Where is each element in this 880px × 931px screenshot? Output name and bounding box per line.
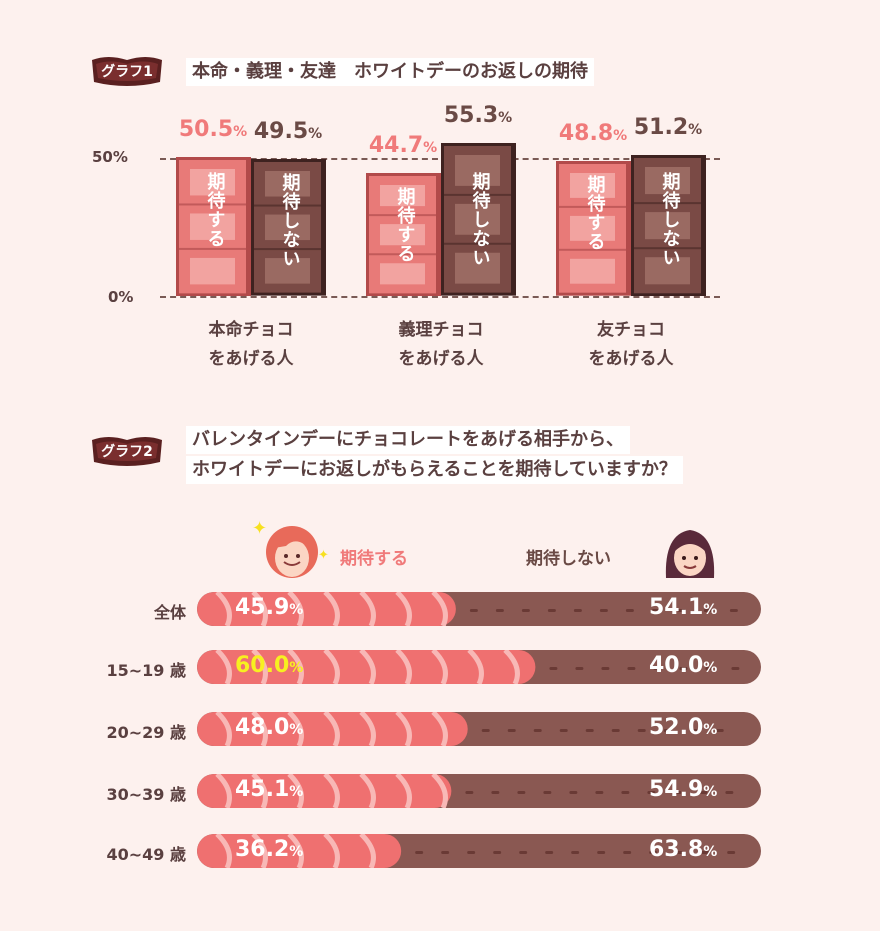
value-expect-row-0: 45.9% [235, 595, 304, 620]
value-expect-1-unit: % [423, 139, 438, 156]
bar-label-expect-0: 期待する [204, 172, 226, 248]
row-label-2: 20~29 歳 [106, 723, 186, 742]
value-expect-1: 44.7% [368, 132, 438, 158]
graph2-badge: グラフ2 [88, 432, 166, 466]
value-expect-0-unit: % [233, 123, 248, 140]
sparkle-icon: ✦ [318, 548, 329, 563]
category-label-1: 義理チョコ をあげる人 [398, 320, 484, 369]
value-expect-row-1: 60.0% [235, 653, 304, 678]
value-expect-row-2-unit: % [289, 722, 304, 738]
value-not-expect-row-2-unit: % [703, 722, 718, 738]
value-not-expect-row-3: 54.9% [649, 777, 718, 802]
value-expect-row-2: 48.0% [235, 715, 304, 740]
bar-not-expect-0 [251, 159, 326, 296]
value-not-expect-0: 49.5% [253, 119, 323, 145]
graph2-title-line2: ホワイトデーにお返しがもらえることを期待していますか？ [186, 456, 683, 484]
gridline-0 [160, 296, 720, 298]
row-bar-graphic-1 [197, 650, 740, 684]
value-expect-2-unit: % [613, 128, 628, 145]
row-label-3: 30~39 歳 [106, 785, 186, 804]
value-expect-row-4-unit: % [289, 844, 304, 860]
graph1-title: 本命・義理・友達 ホワイトデーのお返しの期待 [186, 58, 594, 86]
girl-expect-icon [266, 526, 318, 578]
row-bar-4 [197, 834, 761, 868]
row-bar-graphic-0 [197, 592, 738, 626]
row-label-0: 全体 [153, 603, 186, 622]
value-not-expect-row-4-unit: % [703, 844, 718, 860]
row-bar-2 [197, 712, 761, 746]
value-expect-row-1-unit: % [289, 660, 304, 676]
row-label-1: 15~19 歳 [106, 661, 186, 680]
bar-label-not-expect-2: 期待しない [659, 172, 681, 267]
bar-not-expect-2 [631, 154, 706, 296]
bar-not-expect-1 [441, 143, 516, 296]
value-not-expect-row-0: 54.1% [649, 595, 718, 620]
value-not-expect-0-unit: % [308, 126, 323, 143]
legend-not-expect: 期待しない [526, 549, 611, 569]
bar-label-expect-1: 期待する [394, 186, 416, 263]
graph1-badge: グラフ1 [88, 52, 166, 86]
value-expect-row-3-unit: % [289, 784, 304, 800]
y-tick-50: 50% [92, 148, 128, 166]
category-label-0: 本命チョコ をあげる人 [208, 320, 294, 369]
value-expect-2: 48.8% [558, 121, 628, 147]
bar-label-not-expect-0: 期待しない [279, 173, 301, 269]
row-bar-0 [197, 592, 761, 626]
graph1-badge-label: グラフ1 [101, 64, 153, 80]
value-expect-0: 50.5% [178, 116, 248, 142]
value-not-expect-row-4: 63.8% [649, 837, 718, 862]
bar-expect-0 [176, 156, 251, 296]
gridline-50 [160, 158, 720, 160]
value-not-expect-2-unit: % [688, 121, 703, 138]
value-expect-row-3: 45.1% [235, 777, 304, 802]
value-not-expect-1: 55.3% [443, 103, 513, 129]
girl-not-expect-icon [665, 530, 715, 578]
graph2-title-line1: バレンタインデーにチョコレートをあげる相手から、 [186, 426, 630, 454]
bar-expect-1 [366, 172, 441, 296]
value-not-expect-2: 51.2% [633, 114, 703, 140]
row-label-4: 40~49 歳 [106, 845, 186, 864]
row-bar-graphic-4 [197, 834, 736, 868]
row-bar-3 [197, 774, 761, 808]
value-expect-row-0-unit: % [289, 602, 304, 618]
bar-expect-2 [556, 161, 631, 296]
bar-label-not-expect-1: 期待しない [469, 172, 491, 267]
row-bar-graphic-3 [197, 774, 734, 808]
value-not-expect-row-3-unit: % [703, 784, 718, 800]
row-bar-graphic-2 [197, 712, 724, 746]
value-expect-row-4: 36.2% [235, 837, 304, 862]
value-not-expect-row-2: 52.0% [649, 715, 718, 740]
value-not-expect-row-1-unit: % [703, 660, 718, 676]
sparkle-icon: ✦ [252, 518, 268, 539]
value-not-expect-1-unit: % [498, 110, 513, 127]
graph2-badge-label: グラフ2 [101, 444, 153, 460]
bar-label-expect-2: 期待する [584, 175, 606, 252]
category-label-2: 友チョコ をあげる人 [588, 320, 674, 369]
value-not-expect-row-0-unit: % [703, 602, 718, 618]
value-not-expect-row-1: 40.0% [649, 653, 718, 678]
y-tick-0: 0% [108, 288, 134, 306]
legend-expect: 期待する [340, 549, 408, 569]
row-bar-1 [197, 650, 761, 684]
